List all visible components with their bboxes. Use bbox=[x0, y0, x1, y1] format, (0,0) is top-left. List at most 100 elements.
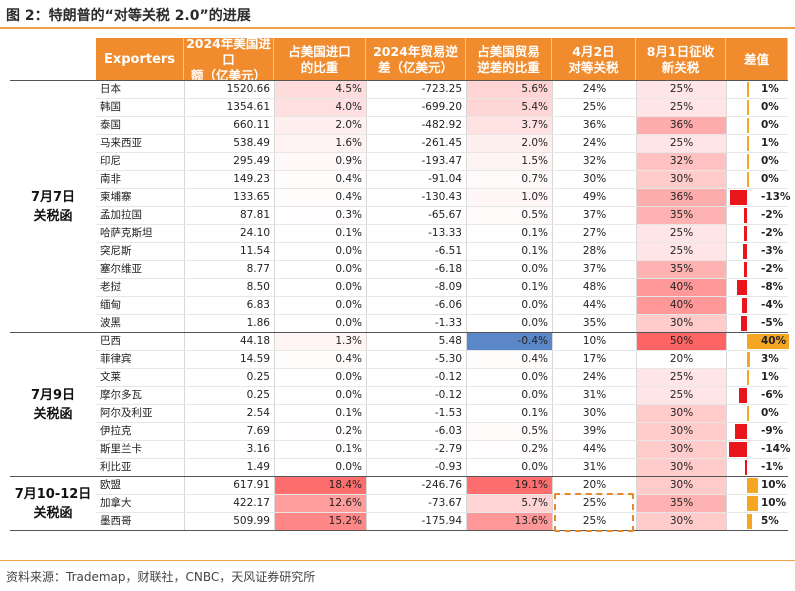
august-tariff: 30% bbox=[636, 513, 726, 530]
difference-label: -2% bbox=[761, 227, 784, 239]
import-value: 14.59 bbox=[184, 351, 274, 368]
exporter-name: 日本 bbox=[100, 83, 121, 95]
deficit-value: -91.04 bbox=[366, 171, 466, 188]
import-value: 24.10 bbox=[184, 225, 274, 242]
import-value: 422.17 bbox=[184, 495, 274, 512]
group-separator bbox=[10, 332, 788, 333]
deficit-value: -6.03 bbox=[366, 423, 466, 440]
difference-bar bbox=[747, 172, 749, 187]
tariff-difference: -3% bbox=[726, 243, 788, 260]
table-row: 孟加拉国 87.81 0.3% -65.67 0.5% 37% 35% -2% bbox=[96, 207, 788, 225]
april-tariff: 30% bbox=[552, 405, 636, 422]
difference-bar bbox=[747, 118, 749, 133]
deficit-value: -6.51 bbox=[366, 243, 466, 260]
import-value: 0.25 bbox=[184, 387, 274, 404]
deficit-value: -0.93 bbox=[366, 459, 466, 476]
tariff-difference: -2% bbox=[726, 225, 788, 242]
difference-label: -8% bbox=[761, 281, 784, 293]
deficit-share: 0.0% bbox=[466, 315, 552, 332]
tariff-difference: -8% bbox=[726, 279, 788, 296]
deficit-value: -723.25 bbox=[366, 81, 466, 98]
april-tariff: 37% bbox=[552, 261, 636, 278]
import-value: 538.49 bbox=[184, 135, 274, 152]
april-tariff: 25% bbox=[552, 495, 636, 512]
deficit-value: -482.92 bbox=[366, 117, 466, 134]
difference-bar bbox=[741, 298, 747, 313]
difference-bar bbox=[729, 442, 747, 457]
tariff-difference: 10% bbox=[726, 477, 788, 494]
table-row: 欧盟 617.91 18.4% -246.76 19.1% 20% 30% 10% bbox=[96, 477, 788, 495]
april-tariff: 31% bbox=[552, 459, 636, 476]
deficit-value: -1.33 bbox=[366, 315, 466, 332]
deficit-value: 5.48 bbox=[366, 333, 466, 350]
import-value: 3.16 bbox=[184, 441, 274, 458]
difference-label: 1% bbox=[761, 371, 779, 383]
table-row: 加拿大 422.17 12.6% -73.67 5.7% 25% 35% 10% bbox=[96, 495, 788, 513]
bottom-divider bbox=[0, 560, 795, 561]
april-tariff: 35% bbox=[552, 315, 636, 332]
tariff-difference: 10% bbox=[726, 495, 788, 512]
tariff-difference: -2% bbox=[726, 207, 788, 224]
difference-bar bbox=[730, 190, 747, 205]
august-tariff: 32% bbox=[636, 153, 726, 170]
import-share: 0.2% bbox=[274, 423, 366, 440]
exporter-name: 孟加拉国 bbox=[100, 209, 142, 221]
table-row: 印尼 295.49 0.9% -193.47 1.5% 32% 32% 0% bbox=[96, 153, 788, 171]
import-share: 0.1% bbox=[274, 225, 366, 242]
difference-bar bbox=[735, 424, 747, 439]
difference-bar bbox=[739, 388, 747, 403]
tariff-difference: 0% bbox=[726, 117, 788, 134]
difference-label: 5% bbox=[761, 515, 779, 527]
header-cell: 占美国进口 的比重 bbox=[274, 38, 366, 81]
table-row: 哈萨克斯坦 24.10 0.1% -13.33 0.1% 27% 25% -2% bbox=[96, 225, 788, 243]
april-tariff: 37% bbox=[552, 207, 636, 224]
deficit-share: 19.1% bbox=[466, 477, 552, 494]
august-tariff: 36% bbox=[636, 117, 726, 134]
import-value: 617.91 bbox=[184, 477, 274, 494]
difference-label: -6% bbox=[761, 389, 784, 401]
tariff-difference: 40% bbox=[726, 333, 789, 350]
deficit-value: -0.12 bbox=[366, 369, 466, 386]
april-tariff: 27% bbox=[552, 225, 636, 242]
difference-label: -3% bbox=[761, 245, 784, 257]
table-header: Exporters 2024年美国进口 额（亿美元） 占美国进口 的比重 2024年贸… bbox=[96, 36, 788, 83]
august-tariff: 25% bbox=[636, 387, 726, 404]
august-tariff: 40% bbox=[636, 297, 726, 314]
import-share: 0.0% bbox=[274, 261, 366, 278]
deficit-value: -175.94 bbox=[366, 513, 466, 530]
deficit-share: 0.0% bbox=[466, 261, 552, 278]
deficit-share: 0.1% bbox=[466, 279, 552, 296]
difference-label: -2% bbox=[761, 263, 784, 275]
tariff-difference: 3% bbox=[726, 351, 788, 368]
tariff-difference: -1% bbox=[726, 459, 788, 476]
import-share: 1.6% bbox=[274, 135, 366, 152]
import-value: 7.69 bbox=[184, 423, 274, 440]
august-tariff: 35% bbox=[636, 495, 726, 512]
exporter-name: 波黑 bbox=[100, 317, 121, 329]
tariff-difference: -14% bbox=[726, 441, 791, 458]
table-row: 缅甸 6.83 0.0% -6.06 0.0% 44% 40% -4% bbox=[96, 297, 788, 315]
group-separator bbox=[10, 80, 788, 81]
table-row: 斯里兰卡 3.16 0.1% -2.79 0.2% 44% 30% -14% bbox=[96, 441, 791, 459]
deficit-share: -0.4% bbox=[466, 333, 552, 350]
deficit-value: -73.67 bbox=[366, 495, 466, 512]
import-share: 15.2% bbox=[274, 513, 366, 530]
header-cell: Exporters bbox=[96, 38, 184, 81]
deficit-value: -193.47 bbox=[366, 153, 466, 170]
exporter-name: 老挝 bbox=[100, 281, 121, 293]
tariff-difference: 5% bbox=[726, 513, 788, 530]
august-tariff: 36% bbox=[636, 189, 726, 206]
import-share: 0.4% bbox=[274, 171, 366, 188]
difference-label: -5% bbox=[761, 317, 784, 329]
exporter-name: 塞尔维亚 bbox=[100, 263, 142, 275]
tariff-difference: 0% bbox=[726, 99, 788, 116]
april-tariff: 30% bbox=[552, 171, 636, 188]
import-share: 0.0% bbox=[274, 279, 366, 296]
table-row: 塞尔维亚 8.77 0.0% -6.18 0.0% 37% 35% -2% bbox=[96, 261, 788, 279]
difference-label: 10% bbox=[761, 497, 787, 509]
exporter-name: 印尼 bbox=[100, 155, 121, 167]
april-tariff: 48% bbox=[552, 279, 636, 296]
deficit-share: 0.1% bbox=[466, 243, 552, 260]
april-tariff: 25% bbox=[552, 99, 636, 116]
deficit-share: 1.0% bbox=[466, 189, 552, 206]
